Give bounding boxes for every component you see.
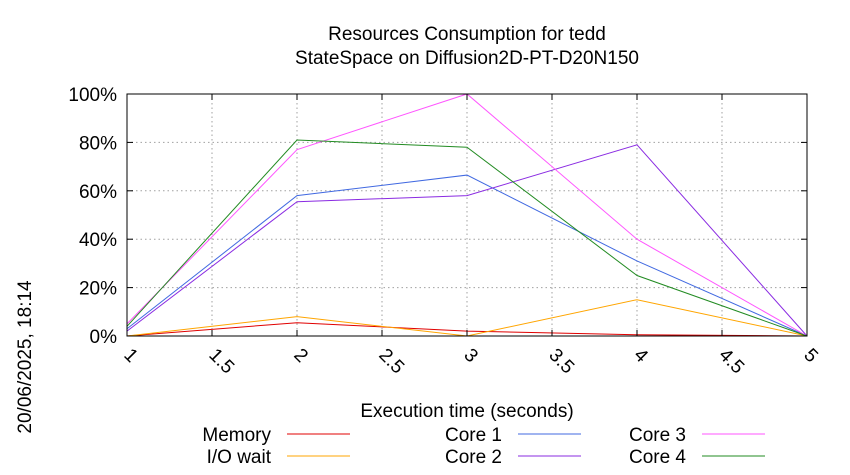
x-tick-label: 3 <box>459 345 481 367</box>
series-line-core-1 <box>126 174 808 337</box>
legend-label: Core 2 <box>445 447 502 468</box>
legend-label: I/O wait <box>207 447 272 468</box>
legend-label: Core 4 <box>629 447 686 468</box>
series-line-core-4 <box>126 139 808 337</box>
y-tick-label: 0% <box>90 327 118 348</box>
legend-label: Memory <box>202 425 271 446</box>
x-tick-label: 2 <box>289 345 311 367</box>
x-tick-label: 2.5 <box>374 345 408 379</box>
y-tick-label: 20% <box>79 279 117 300</box>
x-tick-label: 5 <box>799 345 821 367</box>
series-lines <box>126 93 808 337</box>
x-tick-label: 4.5 <box>714 345 748 379</box>
grid-lines <box>127 94 807 336</box>
timestamp-label: 20/06/2025, 18:14 <box>15 280 36 434</box>
y-tick-label: 80% <box>79 133 117 154</box>
x-tick-label: 3.5 <box>544 345 578 379</box>
y-axis-ticks: 0% 20% 40% 60% 80% 100% <box>68 85 807 348</box>
y-tick-label: 40% <box>79 230 117 251</box>
x-tick-label: 4 <box>629 345 652 368</box>
legend-label: Core 3 <box>629 425 686 446</box>
series-line-core-2 <box>126 144 808 337</box>
x-tick-label: 1.5 <box>204 345 238 379</box>
chart-title: Resources Consumption for tedd <box>328 24 606 45</box>
y-tick-label: 60% <box>79 182 117 203</box>
y-tick-label: 100% <box>68 85 117 106</box>
x-tick-label: 1 <box>119 345 141 367</box>
chart-subtitle: StateSpace on Diffusion2D-PT-D20N150 <box>295 48 639 69</box>
x-axis-label: Execution time (seconds) <box>360 401 573 422</box>
legend-label: Core 1 <box>445 425 502 446</box>
